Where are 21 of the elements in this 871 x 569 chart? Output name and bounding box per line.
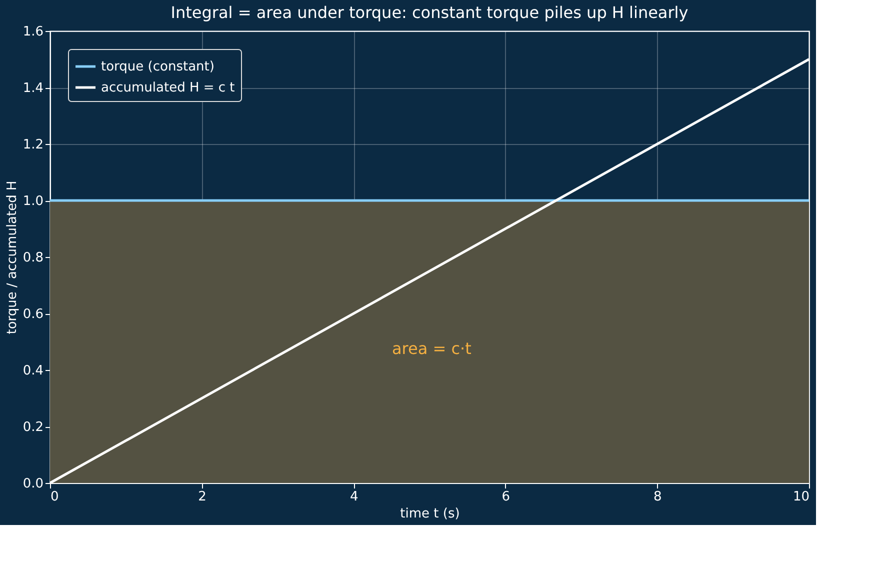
y-tick-label: 0.8 <box>22 250 44 266</box>
y-tick-label: 0.6 <box>22 307 44 322</box>
x-tick-label: 6 <box>502 490 510 504</box>
y-tick-label: 1.2 <box>22 138 44 152</box>
y-tick-label: 0.2 <box>22 420 44 435</box>
chart-title: Integral = area under torque: constant torque piles up H linearly <box>170 3 688 22</box>
y-tick-label: 1.0 <box>22 194 44 209</box>
y-tick-label: 0.0 <box>22 476 44 492</box>
y-axis-title: torque / accumulated H <box>4 180 20 334</box>
legend-label: torque (constant) <box>101 60 214 74</box>
y-tick-label: 1.4 <box>22 81 44 96</box>
annotation: area = c·t <box>392 339 472 358</box>
x-axis-title: time t (s) <box>400 506 460 522</box>
x-tick-label: 4 <box>350 490 358 504</box>
y-tick-label: 0.4 <box>22 364 44 378</box>
x-tick-label: 0 <box>50 490 59 504</box>
x-tick-label: 8 <box>654 490 662 504</box>
x-tick-label: 10 <box>792 490 810 504</box>
y-tick-label: 1.6 <box>22 24 44 40</box>
legend-label: accumulated H = c t <box>101 80 235 96</box>
x-tick-label: 2 <box>198 490 206 504</box>
